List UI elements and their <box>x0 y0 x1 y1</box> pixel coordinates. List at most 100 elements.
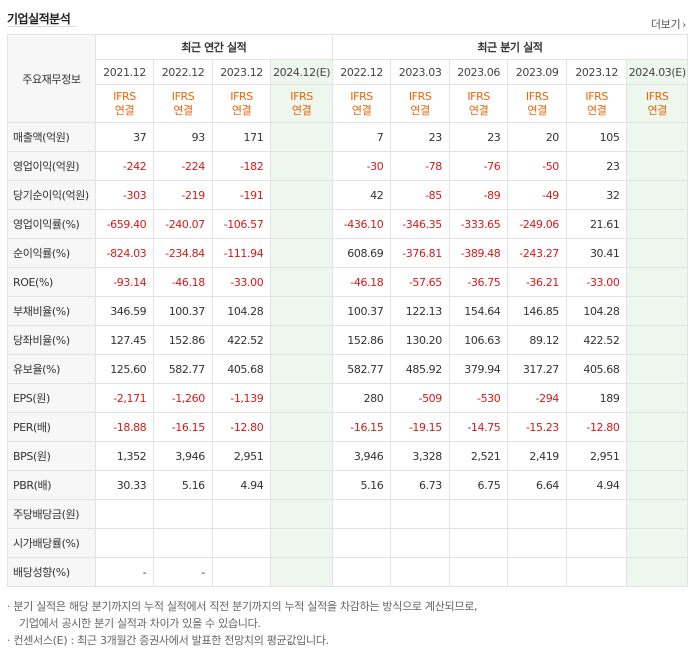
table-cell: 485.92 <box>390 354 450 384</box>
period-header: 2022.12 <box>331 59 392 85</box>
table-cell <box>626 296 688 326</box>
table-cell <box>331 499 392 529</box>
table-cell <box>331 557 392 587</box>
row-label: EPS(원) <box>7 383 96 413</box>
table-cell: -242 <box>94 151 155 181</box>
table-cell <box>270 383 333 413</box>
table-cell: -224 <box>153 151 213 181</box>
table-cell: -294 <box>507 383 567 413</box>
table-cell: 32 <box>565 180 628 210</box>
table-row: 배당성향(%) - - <box>7 557 688 587</box>
table-cell: -303 <box>94 180 155 210</box>
table-cell <box>626 528 688 558</box>
table-row: ROE(%) -93.14 -46.18 -33.00 -46.18 -57.65 -36.… <box>7 267 688 297</box>
ifrs-label: IFRS <box>290 89 313 103</box>
table-cell: 2,951 <box>211 441 272 471</box>
table-cell: 23 <box>565 151 628 181</box>
consolidated-label: 연결 <box>410 103 430 117</box>
table-cell: -46.18 <box>153 267 213 297</box>
table-cell <box>270 354 333 384</box>
table-cell: 89.12 <box>507 325 567 355</box>
table-cell: -76 <box>448 151 509 181</box>
table-cell: 154.64 <box>448 296 509 326</box>
header-row-groups: 주요재무정보 최근 연간 실적 최근 분기 실적 <box>7 34 689 123</box>
row-label: 시가배당률(%) <box>7 528 96 558</box>
group-annual: 최근 연간 실적 <box>94 34 333 60</box>
table-cell <box>626 267 688 297</box>
chevron-right-icon: › <box>682 20 686 31</box>
table-cell <box>626 325 688 355</box>
table-cell: 422.52 <box>211 325 272 355</box>
table-cell <box>626 441 688 471</box>
table-row: 주당배당금(원) <box>7 499 688 529</box>
table-cell <box>507 528 567 558</box>
ifrs-badge: IFRS 연결 <box>211 84 272 123</box>
table-cell: 100.37 <box>153 296 213 326</box>
table-cell <box>448 499 509 529</box>
row-label: 영업이익(억원) <box>7 151 96 181</box>
table-cell: -1,139 <box>211 383 272 413</box>
period-header: 2022.12 <box>153 59 213 85</box>
table-row: PER(배) -18.88 -16.15 -12.80 -16.15 -19.15 -14.… <box>7 412 688 442</box>
row-label: BPS(원) <box>7 441 96 471</box>
table-cell: -36.21 <box>507 267 567 297</box>
table-row: 매출액(억원) 37 93 171 7 23 23 20 105 <box>7 122 688 152</box>
table-cell: 106.63 <box>448 325 509 355</box>
ifrs-label: IFRS <box>525 89 549 103</box>
table-cell <box>270 209 333 239</box>
table-cell: -33.00 <box>565 267 628 297</box>
table-row: 순이익률(%) -824.03 -234.84 -111.94 608.69 -376.8… <box>7 238 688 268</box>
consolidated-label: 연결 <box>586 103 607 117</box>
footnotes: · 분기 실적은 해당 분기까지의 누적 실적에서 직전 분기까지의 누적 실적… <box>7 598 688 649</box>
table-cell: 317.27 <box>507 354 567 384</box>
consolidated-label: 연결 <box>351 103 372 117</box>
table-cell: 171 <box>211 122 272 152</box>
table-cell: -111.94 <box>211 238 272 268</box>
table-cell: 30.33 <box>94 470 155 500</box>
table-cell <box>270 180 333 210</box>
table-cell <box>626 354 688 384</box>
table-cell: 189 <box>565 383 628 413</box>
period-header: 2023.03 <box>390 59 450 85</box>
table-cell <box>153 499 213 529</box>
consolidated-label: 연결 <box>173 103 193 117</box>
section-header: 기업실적분석 더보기 › <box>0 0 694 34</box>
table-cell <box>626 180 688 210</box>
table-row: 당기순이익(억원) -303 -219 -191 42 -85 -89 -49 32 <box>7 180 688 210</box>
table-cell: 280 <box>331 383 392 413</box>
table-cell: -530 <box>448 383 509 413</box>
row-label: 순이익률(%) <box>7 238 96 268</box>
ifrs-label: IFRS <box>113 89 136 103</box>
table-cell <box>331 528 392 558</box>
table-cell: -36.75 <box>448 267 509 297</box>
table-row: 영업이익률(%) -659.40 -240.07 -106.57 -436.10 -346… <box>7 209 688 239</box>
period-header: 2023.06 <box>448 59 509 85</box>
table-cell: 6.64 <box>507 470 567 500</box>
table-row: 유보율(%) 125.60 582.77 405.68 582.77 485.92 379.… <box>7 354 688 384</box>
table-cell: 379.94 <box>448 354 509 384</box>
more-label: 더보기 <box>650 18 681 31</box>
table-cell <box>626 238 688 268</box>
table-cell: -19.15 <box>390 412 450 442</box>
table-cell: -191 <box>211 180 272 210</box>
footnote-line: · 컨센서스(E) : 최근 3개월간 증권사에서 발표한 전망치의 평균값입니… <box>7 634 329 647</box>
table-cell: -12.80 <box>565 412 628 442</box>
table-cell: 405.68 <box>211 354 272 384</box>
table-cell: -376.81 <box>390 238 450 268</box>
corner-label: 주요재무정보 <box>7 34 96 123</box>
row-label: 주당배당금(원) <box>7 499 96 529</box>
ifrs-badge: IFRS 연결 <box>390 84 450 123</box>
table-cell <box>626 499 688 529</box>
table-cell: -824.03 <box>94 238 155 268</box>
more-link[interactable]: 더보기 › <box>651 16 686 32</box>
ifrs-badge: IFRS 연결 <box>565 84 628 123</box>
table-cell: -85 <box>390 180 450 210</box>
table-cell: 104.28 <box>211 296 272 326</box>
table-cell <box>94 499 155 529</box>
row-label: 영업이익률(%) <box>7 209 96 239</box>
table-cell <box>270 499 333 529</box>
ifrs-badge: IFRS 연결 <box>507 84 567 123</box>
financial-table: 주요재무정보 최근 연간 실적 최근 분기 실적 2021.12 2022.12 2… <box>7 34 689 587</box>
table-cell: -18.88 <box>94 412 155 442</box>
ifrs-label: IFRS <box>467 89 490 103</box>
